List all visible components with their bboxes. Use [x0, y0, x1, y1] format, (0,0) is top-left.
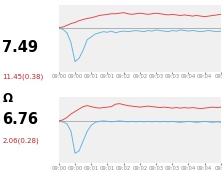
Text: 6.76: 6.76 [2, 112, 38, 126]
Text: 11.45(0.38): 11.45(0.38) [2, 73, 44, 80]
Text: 7.49: 7.49 [2, 40, 38, 55]
Text: Ω: Ω [2, 92, 12, 105]
Text: 2.06(0.28): 2.06(0.28) [2, 138, 39, 144]
